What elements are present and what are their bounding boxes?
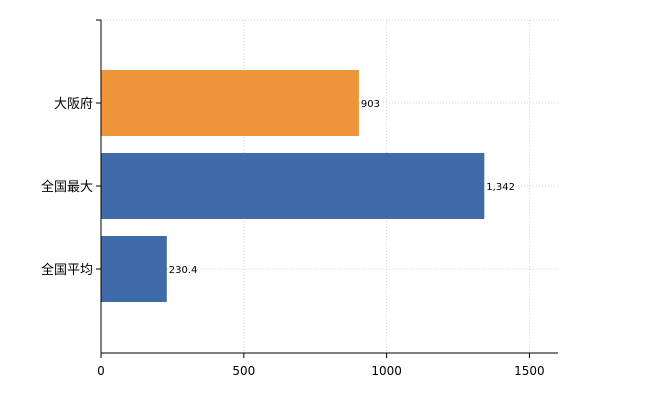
category-label: 全国最大 [41, 179, 93, 195]
data-label: 903 [361, 99, 380, 110]
x-tick-label: 0 [97, 364, 105, 378]
bar-1[interactable] [101, 70, 359, 136]
data-label: 1,342 [486, 182, 515, 193]
category-label: 全国平均 [41, 262, 93, 278]
category-label: 大阪府 [54, 97, 93, 112]
x-tick-label: 500 [232, 364, 255, 378]
bar-3[interactable] [101, 236, 167, 302]
x-tick-label: 1000 [371, 364, 402, 378]
data-label: 230.4 [169, 265, 198, 276]
x-tick-label: 1500 [514, 364, 545, 378]
bar-2[interactable] [101, 153, 485, 219]
